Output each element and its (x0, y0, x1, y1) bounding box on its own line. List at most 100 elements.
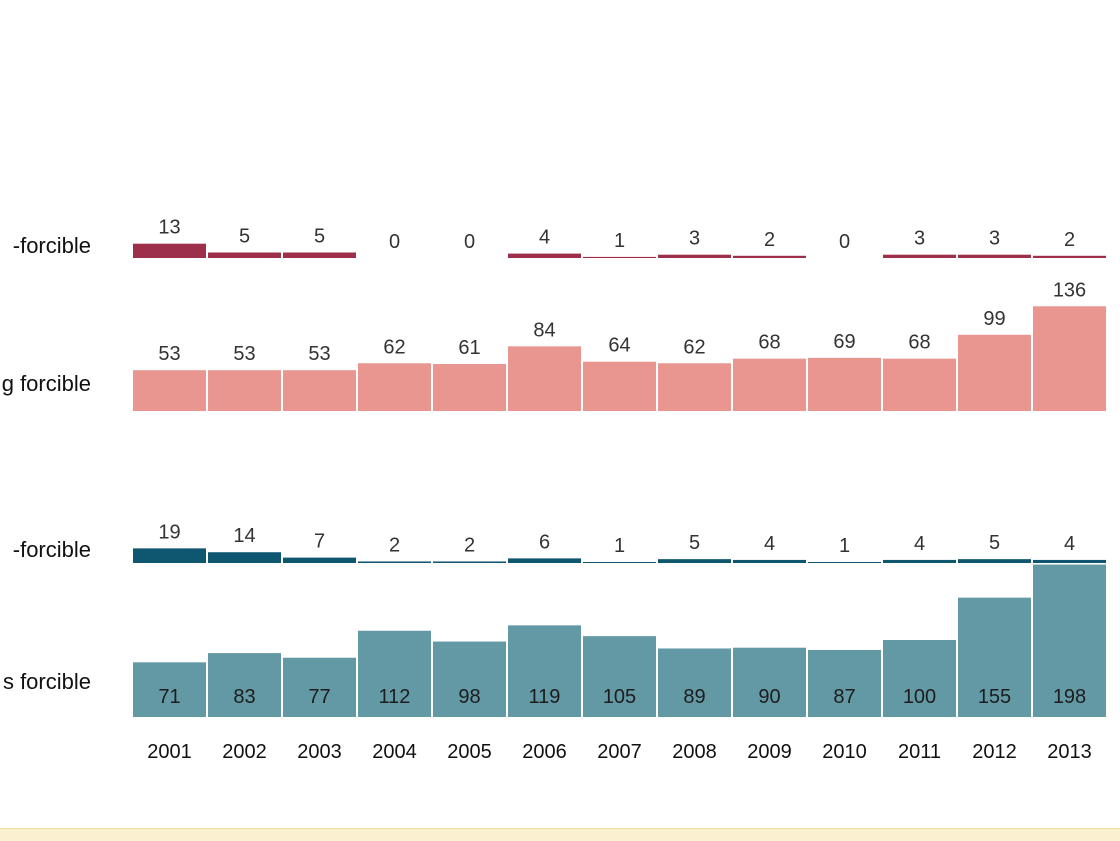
bar (958, 254, 1031, 258)
bar (658, 559, 731, 563)
data-label: 3 (989, 228, 1000, 250)
data-label: 98 (458, 686, 480, 708)
bar (133, 370, 206, 411)
data-label: 5 (989, 532, 1000, 554)
data-label: 119 (529, 686, 561, 708)
bar (133, 548, 206, 563)
data-label: 6 (539, 531, 550, 553)
data-label: 62 (683, 336, 705, 358)
data-label: 62 (383, 336, 405, 358)
x-tick-label: 2005 (447, 741, 492, 763)
data-label: 5 (314, 226, 325, 248)
bar (1033, 306, 1106, 411)
data-label: 87 (833, 686, 855, 708)
bar (958, 559, 1031, 563)
data-label: 53 (308, 343, 330, 365)
data-label: 5 (689, 532, 700, 554)
bar (133, 662, 206, 717)
data-label: 2 (389, 534, 400, 556)
data-label: 69 (833, 331, 855, 353)
bar (283, 252, 356, 258)
data-label: 3 (914, 228, 925, 250)
bar (358, 630, 431, 717)
bar (508, 558, 581, 563)
data-label: 77 (308, 686, 330, 708)
data-label: 4 (1064, 533, 1075, 555)
x-tick-label: 2013 (1047, 741, 1092, 763)
bar (433, 364, 506, 411)
bar (733, 255, 806, 258)
data-label: 4 (539, 227, 550, 249)
bar (283, 370, 356, 411)
data-label: 136 (1053, 279, 1086, 301)
bar (883, 559, 956, 563)
data-label: 68 (758, 332, 780, 354)
data-label: 1 (614, 535, 625, 557)
bar (883, 254, 956, 258)
x-tick-label: 2011 (898, 741, 941, 763)
data-label: 3 (689, 228, 700, 250)
data-label: 155 (978, 686, 1011, 708)
bar (658, 363, 731, 411)
data-label: 61 (458, 337, 480, 359)
data-label: 14 (233, 525, 255, 547)
series-label: -forcible (13, 537, 91, 562)
bar (883, 640, 956, 717)
bar (508, 346, 581, 411)
bar (208, 370, 281, 411)
x-tick-label: 2010 (822, 741, 867, 763)
x-tick-label: 2009 (747, 741, 792, 763)
data-label: 5 (239, 226, 250, 248)
data-label: 2 (764, 229, 775, 251)
bar (1033, 255, 1106, 258)
data-label: 68 (908, 332, 930, 354)
data-label: 1 (839, 535, 850, 557)
x-tick-label: 2002 (222, 741, 267, 763)
data-label: 112 (379, 686, 411, 708)
data-label: 0 (389, 231, 400, 253)
bar (583, 361, 656, 411)
data-label: 71 (158, 686, 180, 708)
bar (1033, 564, 1106, 717)
data-label: 90 (758, 686, 780, 708)
x-tick-label: 2004 (372, 741, 417, 763)
data-label: 53 (158, 343, 180, 365)
data-label: 1 (614, 230, 625, 252)
bar (433, 561, 506, 563)
data-label: 0 (464, 231, 475, 253)
data-label: 84 (533, 319, 555, 341)
bar (733, 559, 806, 563)
x-tick-label: 2003 (297, 741, 342, 763)
bar (508, 625, 581, 717)
bar (883, 358, 956, 411)
series-label: s forcible (3, 669, 91, 694)
bar (208, 252, 281, 258)
series-label: g forcible (2, 371, 91, 396)
data-label: 198 (1053, 686, 1086, 708)
data-label: 4 (914, 533, 925, 555)
bar (733, 358, 806, 411)
bar (283, 557, 356, 563)
bar (808, 562, 881, 563)
data-label: 89 (683, 686, 705, 708)
bar (733, 647, 806, 717)
bar (583, 256, 656, 258)
bar (583, 636, 656, 717)
x-tick-label: 2007 (597, 741, 642, 763)
bar (808, 357, 881, 411)
bar (1033, 559, 1106, 563)
bar (283, 657, 356, 717)
bar (208, 653, 281, 717)
data-label: 64 (608, 335, 630, 357)
data-label: 2 (1064, 229, 1075, 251)
data-label: 19 (158, 521, 180, 543)
data-label: 13 (158, 217, 180, 239)
bar (358, 363, 431, 411)
bar (808, 650, 881, 717)
data-label: 4 (764, 533, 775, 555)
x-tick-label: 2008 (672, 741, 717, 763)
x-tick-label: 2006 (522, 741, 567, 763)
data-label: 83 (233, 686, 255, 708)
bar (433, 641, 506, 717)
